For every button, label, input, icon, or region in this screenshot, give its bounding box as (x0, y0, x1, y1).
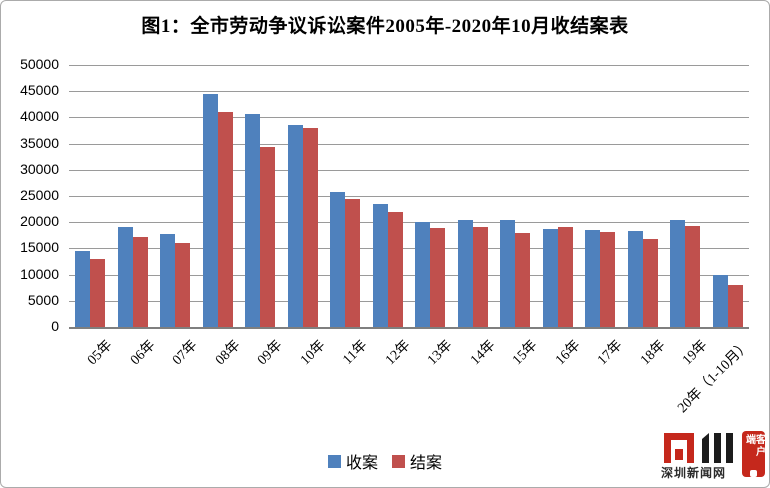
y-tick-label: 25000 (20, 187, 59, 203)
legend-label: 结案 (410, 455, 443, 472)
bar-收案 (75, 251, 91, 327)
bar-收案 (117, 227, 133, 327)
bar-结案 (302, 128, 318, 327)
bar-结案 (132, 237, 148, 327)
bar-收案 (160, 234, 176, 327)
y-tick-label: 30000 (20, 161, 59, 177)
shenzhen-news-logo-icon (664, 433, 733, 463)
legend-label: 收案 (345, 455, 378, 472)
bar-结案 (387, 212, 403, 327)
y-tick-label: 45000 (20, 82, 59, 98)
bar-收案 (585, 230, 601, 327)
y-tick-label: 40000 (20, 108, 59, 124)
bar-group (367, 65, 410, 327)
bar-结案 (345, 199, 361, 327)
y-tick-label: 20000 (20, 213, 59, 229)
bar-收案 (245, 114, 261, 327)
y-tick-label: 5000 (27, 292, 59, 308)
y-tick-label: 15000 (20, 239, 59, 255)
bar-结案 (472, 227, 488, 327)
bar-结案 (642, 239, 658, 327)
bar-结案 (90, 259, 106, 327)
bar-group (239, 65, 282, 327)
bar-group (282, 65, 325, 327)
legend-swatch-icon (327, 454, 341, 468)
legend: 收案 结案 (1, 449, 769, 473)
bar-收案 (670, 220, 686, 327)
bar-结案 (557, 227, 573, 327)
bar-结案 (515, 233, 531, 327)
client-badge: 客户端 (742, 431, 765, 477)
y-tick-label: 35000 (20, 135, 59, 151)
bar-收案 (202, 94, 218, 327)
bar-收案 (330, 192, 346, 327)
bar-结案 (685, 226, 701, 327)
legend-item-收案: 收案 (327, 449, 378, 473)
bar-group (409, 65, 452, 327)
bar-group (69, 65, 112, 327)
bar-group (579, 65, 622, 327)
bar-结案 (217, 112, 233, 327)
bar-收案 (287, 125, 303, 327)
bar-结案 (727, 285, 743, 327)
legend-swatch-icon (392, 454, 405, 468)
y-tick-label: 50000 (20, 56, 59, 72)
bar-结案 (260, 147, 276, 327)
bar-group (707, 65, 750, 327)
bar-group (622, 65, 665, 327)
chart-title: 图1：全市劳动争议诉讼案件2005年-2020年10月收结案表 (141, 16, 629, 37)
bar-group (494, 65, 537, 327)
y-tick-label: 0 (51, 318, 59, 334)
bar-group (324, 65, 367, 327)
bar-group (664, 65, 707, 327)
bar-结案 (175, 243, 191, 327)
watermark-site-name: 深圳新闻网 (661, 466, 727, 480)
badge-seal-icon (750, 470, 757, 477)
shenzhen-news-watermark: 深圳新闻网 客户端 (660, 430, 766, 484)
legend-item-结案: 结案 (392, 449, 442, 473)
bar-收案 (627, 231, 643, 327)
bar-group (452, 65, 495, 327)
bar-group (112, 65, 155, 327)
bar-group (197, 65, 240, 327)
bar-结案 (430, 228, 446, 327)
bar-收案 (712, 275, 728, 327)
bar-收案 (542, 229, 558, 327)
bar-收案 (457, 220, 473, 327)
bar-group (154, 65, 197, 327)
client-badge-label: 客户端 (743, 434, 765, 458)
bar-收案 (500, 220, 516, 327)
bar-结案 (600, 232, 616, 327)
bar-收案 (415, 222, 431, 327)
y-tick-label: 10000 (20, 266, 59, 282)
bar-group (537, 65, 580, 327)
bar-收案 (372, 204, 388, 327)
